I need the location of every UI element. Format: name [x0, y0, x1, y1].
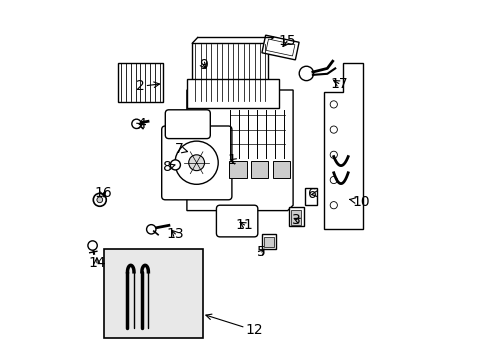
FancyBboxPatch shape [162, 126, 231, 200]
Circle shape [146, 225, 156, 234]
Text: 3: 3 [292, 213, 301, 226]
Bar [305, 188, 316, 205]
Bar [250, 161, 268, 178]
Circle shape [329, 176, 337, 184]
Text: 13: 13 [166, 227, 184, 241]
Text: 5: 5 [257, 245, 265, 259]
Circle shape [132, 119, 141, 129]
Text: 4: 4 [136, 117, 146, 131]
Text: 8: 8 [163, 161, 175, 174]
Polygon shape [323, 63, 363, 229]
Circle shape [93, 193, 106, 206]
Text: 10: 10 [349, 195, 369, 208]
Text: 14: 14 [88, 256, 105, 270]
Text: 1: 1 [227, 153, 236, 167]
Text: 15: 15 [278, 35, 295, 48]
Text: 9: 9 [198, 58, 207, 72]
Circle shape [170, 160, 180, 170]
Text: 12: 12 [205, 314, 263, 337]
Polygon shape [186, 90, 292, 211]
Circle shape [329, 202, 337, 209]
Text: 16: 16 [94, 186, 112, 199]
FancyBboxPatch shape [216, 205, 257, 237]
Circle shape [88, 241, 97, 250]
Polygon shape [265, 39, 294, 56]
Bar [261, 234, 276, 249]
Circle shape [188, 155, 204, 171]
Text: 17: 17 [329, 77, 347, 90]
Circle shape [299, 66, 313, 81]
Bar [118, 63, 163, 102]
Text: 2: 2 [136, 80, 159, 93]
Bar [229, 161, 246, 178]
Polygon shape [262, 35, 299, 60]
Bar [104, 249, 203, 338]
Text: 11: 11 [235, 218, 253, 232]
Circle shape [97, 197, 102, 203]
Text: 6: 6 [308, 188, 317, 201]
Circle shape [329, 101, 337, 108]
Bar [290, 210, 301, 225]
Circle shape [329, 151, 337, 158]
Circle shape [175, 141, 218, 184]
FancyBboxPatch shape [165, 110, 210, 139]
Text: 7: 7 [175, 143, 187, 156]
Bar [192, 43, 267, 102]
Bar [263, 237, 273, 247]
Circle shape [329, 126, 337, 133]
Bar [288, 207, 303, 226]
Bar [186, 79, 278, 108]
Bar [272, 161, 289, 178]
